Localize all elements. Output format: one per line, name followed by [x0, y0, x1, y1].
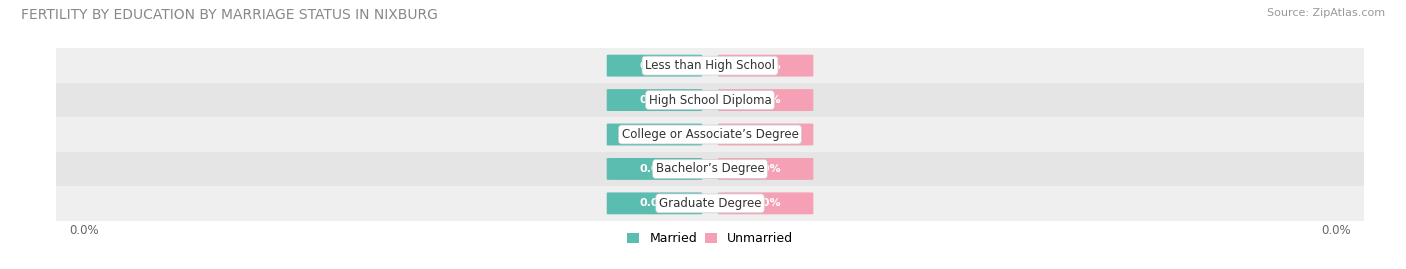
Text: College or Associate’s Degree: College or Associate’s Degree: [621, 128, 799, 141]
Text: 0.0%: 0.0%: [640, 129, 669, 140]
FancyBboxPatch shape: [718, 158, 813, 180]
Text: Graduate Degree: Graduate Degree: [659, 197, 761, 210]
Bar: [56, 152, 1364, 186]
FancyBboxPatch shape: [718, 89, 813, 111]
FancyBboxPatch shape: [607, 158, 702, 180]
Text: 0.0%: 0.0%: [640, 198, 669, 208]
Text: 0.0%: 0.0%: [751, 95, 780, 105]
Text: Bachelor’s Degree: Bachelor’s Degree: [655, 162, 765, 175]
Text: High School Diploma: High School Diploma: [648, 94, 772, 107]
Bar: [56, 83, 1364, 117]
Text: FERTILITY BY EDUCATION BY MARRIAGE STATUS IN NIXBURG: FERTILITY BY EDUCATION BY MARRIAGE STATU…: [21, 8, 437, 22]
FancyBboxPatch shape: [607, 55, 702, 77]
Text: 0.0%: 0.0%: [69, 224, 98, 237]
Bar: [56, 117, 1364, 152]
FancyBboxPatch shape: [607, 89, 702, 111]
Bar: [56, 48, 1364, 83]
Text: 0.0%: 0.0%: [640, 61, 669, 71]
FancyBboxPatch shape: [607, 123, 702, 146]
Text: Source: ZipAtlas.com: Source: ZipAtlas.com: [1267, 8, 1385, 18]
Text: 0.0%: 0.0%: [751, 198, 780, 208]
FancyBboxPatch shape: [607, 192, 702, 214]
Text: 0.0%: 0.0%: [751, 61, 780, 71]
FancyBboxPatch shape: [718, 123, 813, 146]
Bar: [56, 186, 1364, 221]
Text: 0.0%: 0.0%: [640, 95, 669, 105]
FancyBboxPatch shape: [718, 55, 813, 77]
Legend: Married, Unmarried: Married, Unmarried: [627, 232, 793, 245]
Text: 0.0%: 0.0%: [751, 129, 780, 140]
Text: 0.0%: 0.0%: [1322, 224, 1351, 237]
Text: 0.0%: 0.0%: [640, 164, 669, 174]
FancyBboxPatch shape: [718, 192, 813, 214]
Text: Less than High School: Less than High School: [645, 59, 775, 72]
Text: 0.0%: 0.0%: [751, 164, 780, 174]
